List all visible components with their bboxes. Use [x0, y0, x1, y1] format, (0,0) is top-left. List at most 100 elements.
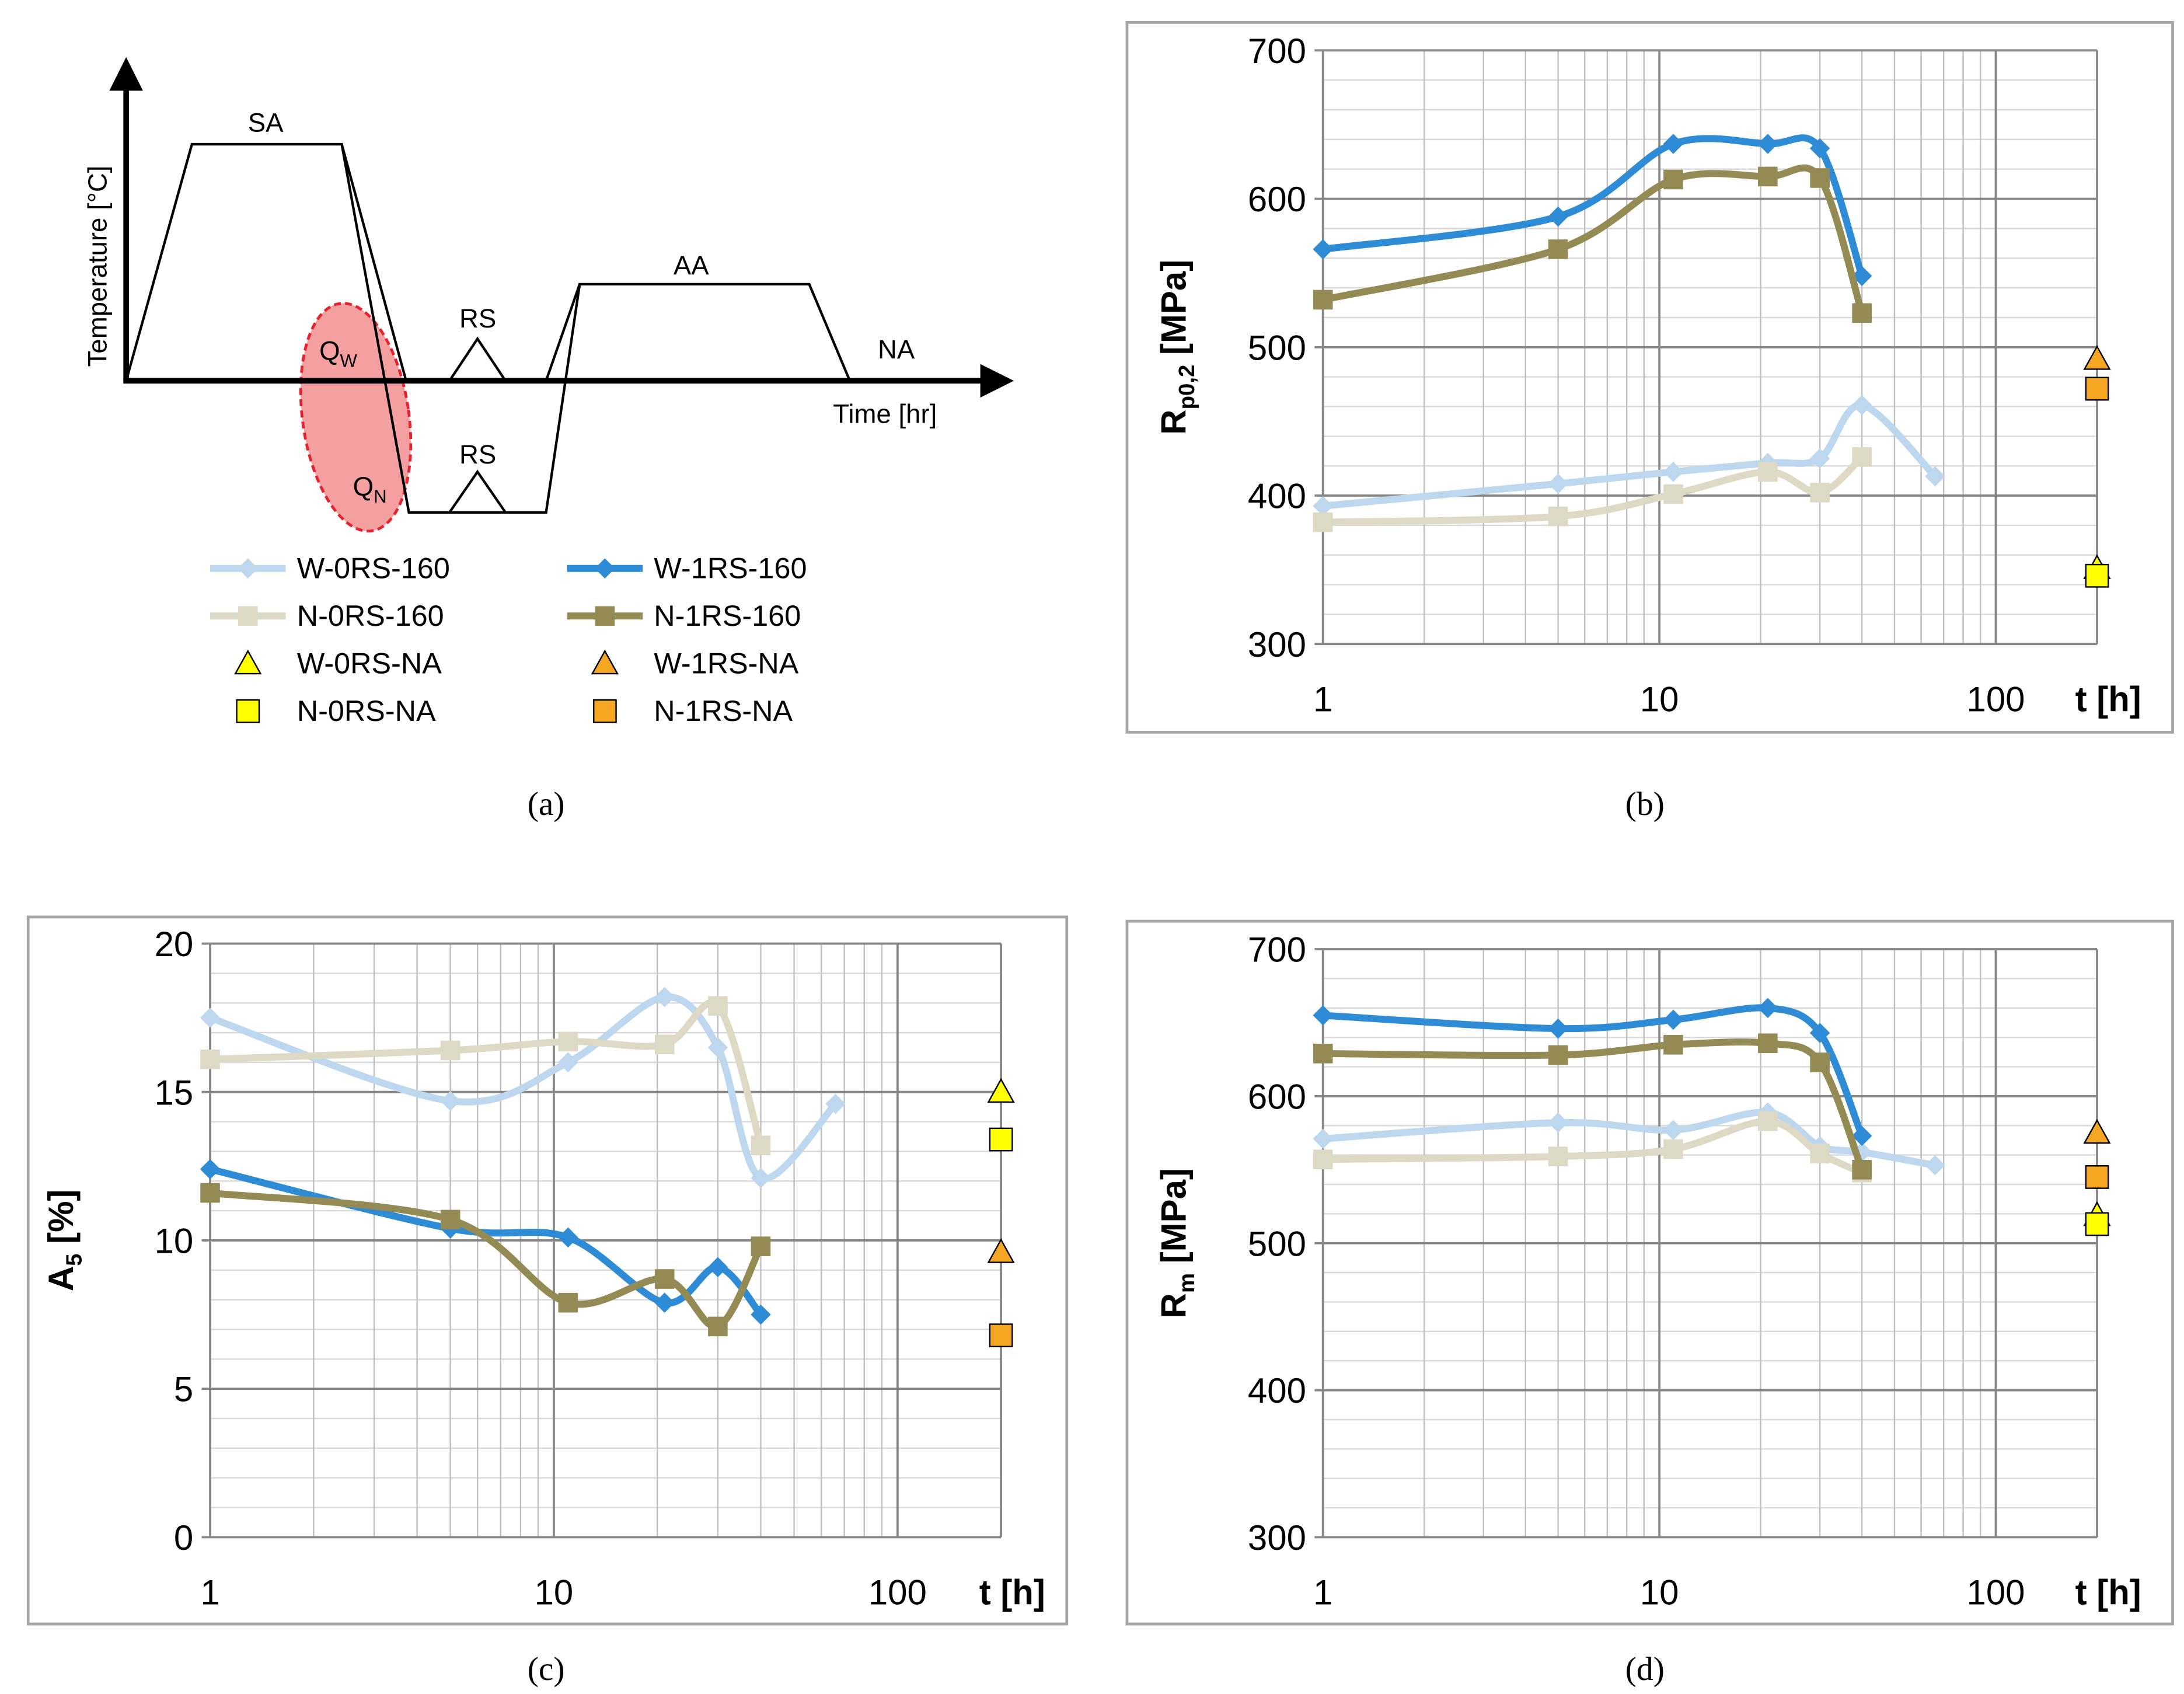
legend-marker-w1na	[591, 649, 619, 675]
legend-label-w0: W-0RS-160	[297, 552, 450, 585]
point-w1	[1313, 239, 1334, 260]
point-w1	[751, 1304, 771, 1325]
point-n1na	[989, 1323, 1013, 1348]
y-tick-label: 500	[1248, 328, 1306, 367]
point-w1	[1809, 1023, 1830, 1043]
time-axis-label: Time [hr]	[833, 399, 937, 428]
legend: W-0RS-160 W-1RS-160 N-0RS-160 N-1RS-160 W-0R…	[210, 552, 807, 727]
point-w0	[1809, 448, 1830, 469]
label-aa: AA	[674, 250, 709, 280]
point-n0	[654, 1034, 675, 1055]
y-tick-label: 500	[1248, 1224, 1306, 1263]
point-w1	[654, 1292, 675, 1313]
point-n1	[1663, 1034, 1683, 1055]
point-w1	[558, 1227, 578, 1248]
point-n0na	[2085, 563, 2109, 588]
point-n0	[751, 1135, 771, 1156]
caption-a: (a)	[528, 786, 565, 822]
y-tick-label: 10	[155, 1222, 194, 1261]
point-n0na	[989, 1127, 1013, 1152]
label-rs-bottom: RS	[459, 440, 496, 469]
point-w0	[1548, 1112, 1568, 1133]
legend-label-n1na: N-1RS-NA	[654, 694, 793, 727]
point-w0	[751, 1167, 771, 1188]
point-w1	[1663, 134, 1684, 154]
legend-label-w1: W-1RS-160	[654, 552, 807, 585]
point-w0	[654, 987, 675, 1008]
legend-label-w0na: W-0RS-NA	[297, 647, 442, 680]
legend-marker-w1	[595, 558, 615, 579]
panel-a-schematic: Temperature [°C] Time [hr] SA AA NA RS R…	[83, 57, 1014, 533]
point-n0	[1758, 462, 1778, 482]
label-sa: SA	[248, 107, 284, 137]
point-n0	[1852, 447, 1872, 467]
point-w0	[1313, 1128, 1334, 1149]
point-w0	[440, 1090, 460, 1111]
legend-marker-n1	[595, 606, 615, 626]
point-w0	[1663, 1120, 1684, 1141]
legend-entry-w1: W-1RS-160	[567, 552, 807, 585]
x-tick-label: 1	[1313, 1573, 1332, 1612]
point-n1	[751, 1236, 771, 1256]
legend-marker-n1na	[592, 699, 617, 723]
point-w1	[1548, 206, 1568, 227]
y-tick-label: 400	[1248, 477, 1306, 516]
legend-marker-n0na	[236, 699, 260, 723]
point-n0	[558, 1031, 578, 1052]
caption-c: (c)	[528, 1651, 565, 1688]
x-axis-label: t [h]	[2075, 679, 2141, 719]
point-w1na	[2083, 1118, 2111, 1144]
legend-entry-w0: W-0RS-160	[210, 552, 450, 585]
point-n1	[1810, 168, 1830, 188]
series-line-n1	[1319, 164, 1866, 317]
point-n1	[1548, 1045, 1568, 1065]
point-w1na	[2083, 345, 2111, 370]
x-tick-label: 100	[1966, 1573, 2025, 1612]
point-n1	[1548, 239, 1568, 259]
point-n1	[708, 1316, 728, 1337]
point-n1	[654, 1269, 675, 1289]
y-axis-label: Rp0,2 [MPa]	[1154, 260, 1199, 435]
legend-entry-w1na: W-1RS-NA	[591, 647, 799, 680]
y-tick-label: 300	[1248, 1518, 1306, 1557]
point-w0	[1925, 1155, 1945, 1176]
point-w0	[825, 1093, 846, 1114]
point-w1	[707, 1257, 728, 1277]
point-w1na	[987, 1238, 1015, 1263]
point-n0	[1810, 483, 1830, 503]
point-n1	[558, 1292, 578, 1313]
x-tick-label: 10	[1640, 1573, 1679, 1612]
y-tick-label: 0	[174, 1518, 193, 1557]
point-w1	[1851, 1125, 1872, 1146]
legend-label-n0: N-0RS-160	[297, 599, 444, 632]
temperature-axis-label: Temperature [°C]	[83, 166, 113, 367]
point-n0	[708, 996, 728, 1016]
point-w1	[1313, 1005, 1334, 1026]
y-tick-label: 5	[174, 1370, 193, 1409]
legend-entry-n1: N-1RS-160	[567, 599, 801, 632]
point-w0	[707, 1037, 728, 1058]
point-n1na	[2085, 1165, 2109, 1189]
y-tick-label: 700	[1248, 930, 1306, 970]
chart-b-yield-strength: 300 400 500 600 700 1 10 100 t [h] Rp0,2 [MPa]	[1125, 20, 2174, 734]
y-tick-label: 15	[155, 1073, 194, 1112]
series-line-w1	[1319, 134, 1866, 280]
legend-entry-n0: N-0RS-160	[210, 599, 444, 632]
point-w0	[558, 1052, 578, 1073]
point-w1	[1757, 998, 1778, 1019]
label-qn: QN	[353, 472, 387, 507]
point-n0	[1810, 1144, 1830, 1163]
point-n1	[1758, 166, 1778, 187]
y-axis-label: Rm [MPa]	[1154, 1168, 1199, 1318]
point-n0na	[2085, 1212, 2109, 1236]
point-w1	[1548, 1018, 1568, 1039]
label-na: NA	[878, 334, 915, 364]
caption-d: (d)	[1625, 1651, 1665, 1688]
x-tick-label: 100	[1966, 679, 2025, 719]
legend-marker-n0	[238, 606, 258, 626]
point-w0	[1663, 462, 1684, 482]
point-n1	[1810, 1052, 1830, 1072]
x-axis-label: t [h]	[979, 1573, 1045, 1612]
legend-entry-n1na: N-1RS-NA	[592, 694, 793, 727]
caption-b: (b)	[1625, 786, 1665, 822]
